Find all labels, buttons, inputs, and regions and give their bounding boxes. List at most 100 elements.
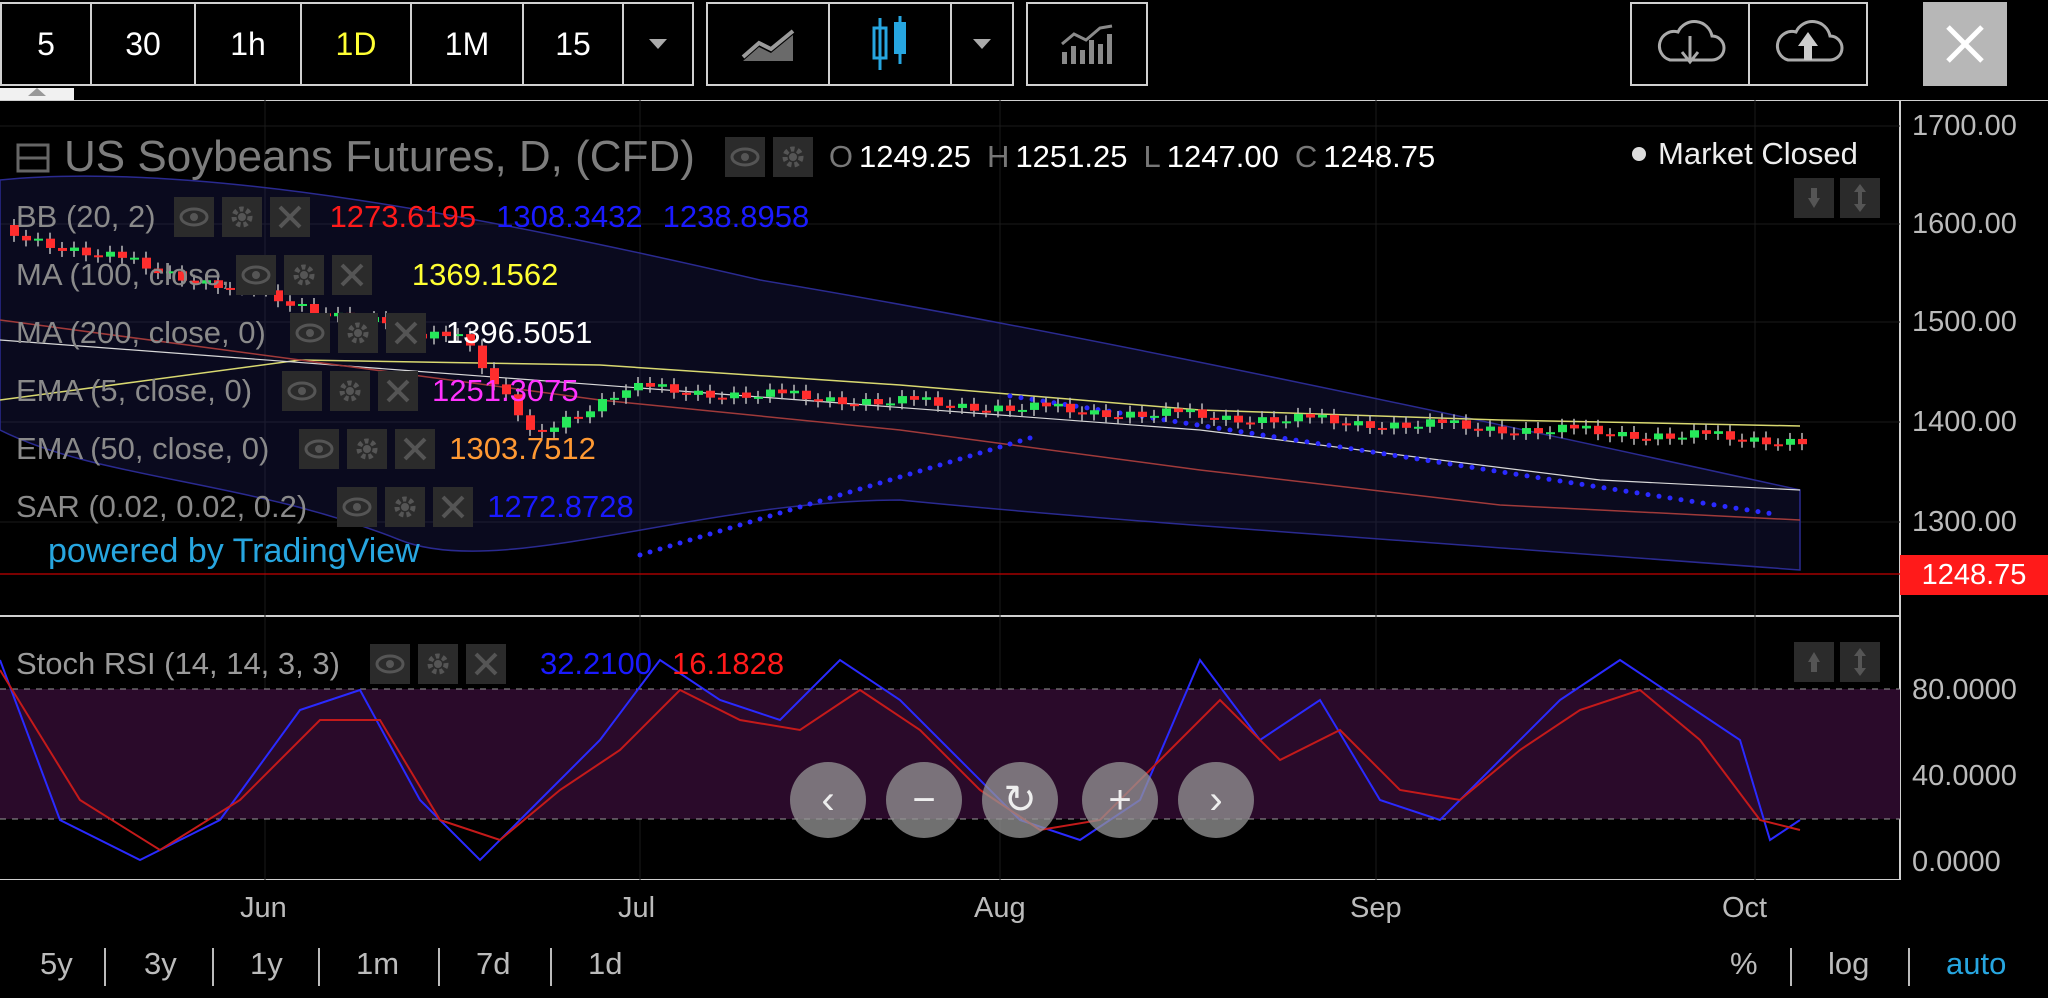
sar-dot xyxy=(727,525,733,531)
candle-body xyxy=(646,383,655,387)
reset-chart-button[interactable]: ↻ xyxy=(982,762,1058,838)
close-icon xyxy=(403,437,427,461)
refresh-icon: ↻ xyxy=(1003,778,1037,822)
range-1m-button[interactable]: 1m xyxy=(356,946,400,981)
interval-15-button[interactable]: 15 xyxy=(524,4,624,84)
indicator-settings-button[interactable] xyxy=(283,255,324,295)
powered-by-link[interactable]: powered by TradingView xyxy=(48,532,420,570)
candlestick-button[interactable] xyxy=(830,4,952,84)
sar-dot xyxy=(1557,478,1563,484)
sar-dot xyxy=(1359,447,1365,453)
pane-up-button[interactable] xyxy=(1794,642,1834,682)
indicator-remove-button[interactable] xyxy=(385,313,426,353)
indicator-remove-button[interactable] xyxy=(465,644,506,684)
eye-toggle[interactable] xyxy=(282,371,323,411)
candle-body xyxy=(34,238,43,241)
candle-body xyxy=(106,251,115,257)
indicator-settings-button[interactable] xyxy=(337,313,378,353)
market-status-label: Market Closed xyxy=(1658,136,1858,171)
eye-toggle[interactable] xyxy=(299,429,340,469)
sar-dot xyxy=(757,516,763,522)
interval-30-button[interactable]: 30 xyxy=(92,4,196,84)
interval-1d-button[interactable]: 1D xyxy=(302,4,412,84)
sar-dot xyxy=(737,522,743,528)
indicator-remove-button[interactable] xyxy=(331,255,372,295)
save-layout-button[interactable] xyxy=(1750,4,1866,84)
indicator-remove-button[interactable] xyxy=(395,429,436,469)
candle-body xyxy=(1114,417,1123,420)
zoom-out-button[interactable]: − xyxy=(886,762,962,838)
range-5y-button[interactable]: 5y xyxy=(40,946,73,981)
gear-icon xyxy=(427,653,449,675)
pane-resize-button[interactable] xyxy=(1840,178,1880,218)
zoom-in-button[interactable]: + xyxy=(1082,762,1158,838)
interval-5-button[interactable]: 5 xyxy=(2,4,92,84)
candle-body xyxy=(1546,432,1555,435)
toolbar-collapse-handle[interactable] xyxy=(0,88,74,101)
load-layout-button[interactable] xyxy=(1632,4,1750,84)
candle-body xyxy=(58,247,67,251)
indicator-settings-button[interactable] xyxy=(330,371,371,411)
indicator-settings-button[interactable] xyxy=(417,644,458,684)
indicator-remove-button[interactable] xyxy=(433,487,474,527)
candle-body xyxy=(1198,409,1207,418)
sar-dot xyxy=(667,543,673,549)
scroll-left-button[interactable]: ‹ xyxy=(790,762,866,838)
percent-scale-toggle[interactable]: % xyxy=(1730,946,1758,981)
eye-toggle[interactable] xyxy=(235,255,276,295)
legend-bb: BB (20, 2) 1273.6195 1308.3432 1238.8958 xyxy=(16,197,809,237)
candle-body xyxy=(1678,437,1687,440)
range-7d-button[interactable]: 7d xyxy=(476,946,511,981)
range-1d-button[interactable]: 1d xyxy=(588,946,623,981)
candle-body xyxy=(802,390,811,400)
line-chart-button[interactable] xyxy=(708,4,830,84)
eye-toggle[interactable] xyxy=(369,644,410,684)
eye-toggle[interactable] xyxy=(289,313,330,353)
auto-scale-toggle[interactable]: auto xyxy=(1946,946,2007,981)
log-scale-toggle[interactable]: log xyxy=(1828,946,1870,981)
top-toolbar: 5 30 1h 1D 1M 15 xyxy=(0,0,2048,92)
indicator-settings-button[interactable] xyxy=(347,429,388,469)
sar-dot xyxy=(1689,498,1695,504)
indicator-settings-button[interactable] xyxy=(385,487,426,527)
indicator-remove-button[interactable] xyxy=(378,371,419,411)
candle-body xyxy=(694,390,703,395)
candle-body xyxy=(1294,413,1303,422)
sar-dot xyxy=(1546,476,1552,482)
scroll-right-button[interactable]: › xyxy=(1178,762,1254,838)
candle-body xyxy=(910,396,919,400)
sar-dot xyxy=(767,513,773,519)
indicators-group xyxy=(1026,2,1148,86)
chart-type-selector xyxy=(706,2,1014,86)
indicator-settings-button[interactable] xyxy=(221,197,262,237)
candle-body xyxy=(1666,433,1675,439)
range-1y-button[interactable]: 1y xyxy=(250,946,283,981)
close-button[interactable] xyxy=(1923,2,2007,86)
pane-resize-button[interactable] xyxy=(1840,642,1880,682)
sar-dot xyxy=(1678,497,1684,503)
eye-toggle[interactable] xyxy=(337,487,378,527)
range-3y-button[interactable]: 3y xyxy=(144,946,177,981)
sar-dot xyxy=(697,534,703,540)
candle-body xyxy=(1534,428,1543,434)
pane-down-button[interactable] xyxy=(1794,178,1834,218)
interval-dropdown-button[interactable] xyxy=(624,4,692,84)
candle-body xyxy=(1330,414,1339,424)
sar-dot xyxy=(1392,453,1398,458)
symbol-settings-button[interactable] xyxy=(772,137,813,177)
divider xyxy=(550,948,552,986)
sar-dot xyxy=(1282,436,1288,441)
eye-toggle[interactable] xyxy=(173,197,214,237)
interval-1h-button[interactable]: 1h xyxy=(196,4,302,84)
interval-1m-button[interactable]: 1M xyxy=(412,4,524,84)
price-chart[interactable] xyxy=(0,100,2048,880)
candle-body xyxy=(214,280,223,288)
candle-body xyxy=(1150,415,1159,418)
symbol-title: US Soybeans Futures, D, (CFD) xyxy=(64,132,695,181)
visibility-toggle[interactable] xyxy=(724,137,765,177)
indicators-button[interactable] xyxy=(1028,4,1146,84)
chart-type-dropdown-button[interactable] xyxy=(952,4,1012,84)
collapse-legend-icon[interactable] xyxy=(16,139,52,175)
indicator-remove-button[interactable] xyxy=(269,197,310,237)
minus-icon: − xyxy=(912,777,936,822)
